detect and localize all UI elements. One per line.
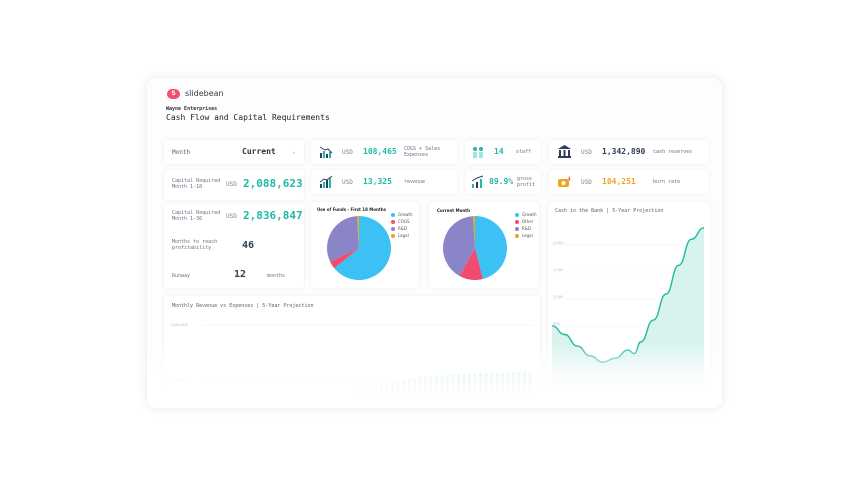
bank-icon — [558, 145, 571, 158]
legend-label: Growth — [522, 212, 537, 217]
legend-item: Legal — [515, 232, 536, 239]
legend-swatch — [515, 234, 519, 238]
bottom-fade — [147, 343, 722, 408]
capital-18-card: Capital Required Month 1-18 USD 2,088,62… — [164, 170, 304, 200]
burn-rate-card: USD 104,251 burn rate — [549, 170, 709, 194]
growth-chart-icon — [471, 175, 484, 188]
revenue-currency: USD — [342, 179, 353, 186]
legend-swatch — [391, 227, 395, 231]
month-label: Month — [172, 149, 191, 156]
pie-slice-legal — [356, 216, 359, 248]
pie-slice-legal — [472, 216, 475, 248]
legend-label: Other — [522, 219, 534, 224]
pie-slice-other — [459, 248, 483, 280]
cash-reserves-currency: USD — [581, 149, 592, 156]
profitability-value: 46 — [242, 240, 255, 251]
month-value: Current — [242, 147, 276, 156]
capital-18-label: Capital Required Month 1-18 — [172, 178, 221, 190]
y-tick-label: 2,000 — [553, 241, 563, 245]
money-fire-icon — [558, 176, 571, 187]
costs-value: 108,465 — [363, 147, 397, 156]
legend-swatch — [515, 227, 519, 231]
legend-swatch — [391, 213, 395, 217]
page-title: Cash Flow and Capital Requirements — [166, 113, 330, 122]
burn-rate-label: burn rate — [653, 179, 681, 185]
cash-reserves-label: cash reserves — [653, 149, 693, 155]
pie-slice-growth — [475, 216, 507, 279]
burn-rate-value: 104,251 — [602, 177, 636, 186]
capital-18-value: 2,088,623 — [243, 177, 303, 190]
runway-value: 12 — [234, 269, 247, 280]
costs-card: USD 108,465 COGS + Sales Expenses — [311, 140, 457, 164]
cash-in-bank-title: Cash in the Bank | 5-Year Projection — [555, 208, 664, 214]
y-tick-label: 1,000 — [553, 295, 563, 299]
current-month-title: Current Month — [437, 208, 470, 213]
legend-item: Other — [515, 218, 536, 225]
use-of-funds-title: Use of Funds - First 18 Months — [317, 207, 386, 212]
gross-profit-card: 89.9% gross profit — [465, 170, 541, 194]
profitability-label: Months to reach profitability — [172, 239, 218, 251]
company-name: Wayne Enterprises — [166, 106, 218, 112]
month-selector[interactable]: Month Current ⌄ — [164, 140, 304, 164]
legend-label: R&D — [398, 226, 407, 231]
pie-slice-cogs — [330, 248, 359, 269]
pie-slice-r-d — [443, 216, 475, 277]
costs-label: COGS + Sales Expenses — [404, 146, 441, 158]
gross-profit-value: 89.9% — [489, 177, 514, 186]
revenue-expenses-title: Monthly Revenue vs Expenses | 5-Year Pro… — [172, 303, 314, 309]
cash-reserves-value: 1,342,890 — [602, 147, 646, 156]
legend-item: R&D — [515, 225, 536, 232]
legend-item: Growth — [391, 211, 412, 218]
legend-label: COGS — [398, 219, 410, 224]
use-of-funds-legend: Growth COGS R&D Legal — [391, 211, 412, 239]
legend-swatch — [515, 213, 519, 217]
people-icon — [473, 147, 483, 158]
capital-36-value: 2,836,847 — [243, 209, 303, 222]
chevron-down-icon: ⌄ — [292, 148, 296, 155]
gross-profit-label: gross profit — [517, 176, 536, 188]
slidebean-logo-icon: S — [167, 89, 180, 99]
legend-item: R&D — [391, 225, 412, 232]
current-month-legend: Growth Other R&D Legal — [515, 211, 536, 239]
use-of-funds-chart: Use of Funds - First 18 Months Growth COG… — [311, 202, 419, 288]
capital-36-currency: USD — [226, 213, 237, 220]
burn-rate-currency: USD — [581, 179, 592, 186]
staff-value: 14 — [494, 147, 504, 156]
y-tick-label: 1,000,000 — [170, 323, 188, 327]
y-tick-label: 1,500 — [553, 268, 563, 272]
legend-label: R&D — [522, 226, 531, 231]
staff-label: staff — [516, 149, 532, 155]
cash-reserves-card: USD 1,342,890 cash reserves — [549, 140, 709, 164]
runway-label: Runway — [172, 273, 191, 279]
pie-slice-growth — [334, 216, 391, 280]
costs-currency: USD — [342, 149, 353, 156]
runway-unit: months — [267, 273, 286, 279]
revenue-label: revenue — [404, 179, 426, 185]
legend-swatch — [391, 234, 395, 238]
dashboard-window: S slidebean Wayne Enterprises Cash Flow … — [147, 78, 722, 408]
revenue-value: 13,325 — [363, 177, 392, 186]
pie-slice-r-d — [327, 216, 359, 262]
capital-36-label: Capital Required Month 1-36 — [172, 210, 221, 222]
legend-label: Growth — [398, 212, 413, 217]
legend-label: Legal — [398, 233, 409, 238]
use-of-funds-pie — [327, 216, 391, 280]
brand-name: slidebean — [185, 89, 224, 98]
revenue-card: USD 13,325 revenue — [311, 170, 457, 194]
y-tick-label: 500 — [553, 322, 560, 326]
chart-up-icon — [319, 175, 333, 188]
capital-18-currency: USD — [226, 181, 237, 188]
chart-down-icon — [319, 146, 333, 158]
current-month-chart: Current Month Growth Other R&D Legal — [429, 202, 539, 288]
staff-card: 14 staff — [465, 140, 541, 164]
capital-36-card: Capital Required Month 1-36 USD 2,836,84… — [164, 204, 304, 288]
legend-item: COGS — [391, 218, 412, 225]
legend-label: Legal — [522, 233, 533, 238]
legend-item: Legal — [391, 232, 412, 239]
legend-item: Growth — [515, 211, 536, 218]
legend-swatch — [515, 220, 519, 224]
current-month-pie — [443, 216, 507, 280]
legend-swatch — [391, 220, 395, 224]
